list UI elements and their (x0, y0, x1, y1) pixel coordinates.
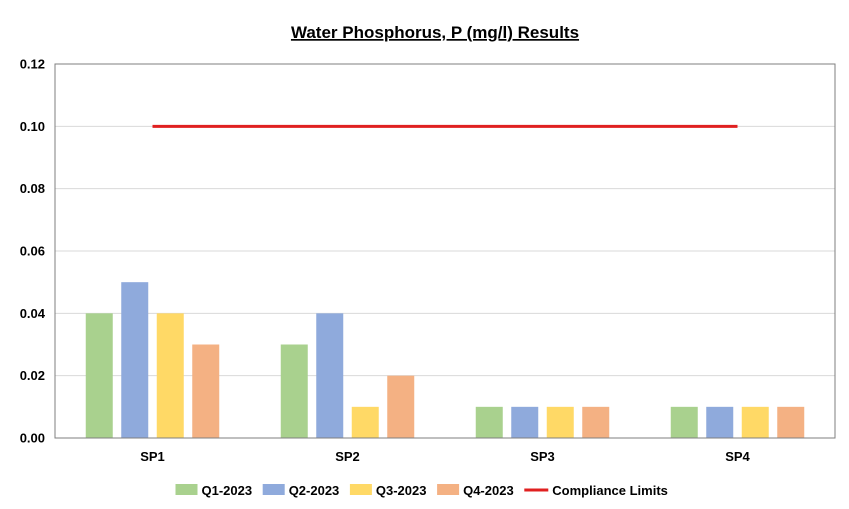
x-tick-label: SP4 (725, 449, 750, 464)
y-tick-label: 0.04 (20, 306, 46, 321)
plot-area-frame (54, 63, 836, 439)
y-tick-label: 0.08 (20, 181, 45, 196)
bar-sp3-q1-2023 (475, 406, 503, 438)
bar-sp2-q3-2023 (351, 406, 379, 438)
bar-sp3-q2-2023 (511, 406, 539, 438)
y-axis-ticks: 0.00 0.02 0.04 0.06 0.08 0.10 0.12 (20, 57, 46, 446)
legend-label: Compliance Limits (552, 483, 668, 498)
legend-swatch (349, 484, 372, 495)
bar-sp1-q1-2023 (85, 313, 113, 438)
bar-sp2-q2-2023 (316, 313, 344, 438)
chart-title: Water Phosphorus, P (mg/l) Results (291, 23, 579, 42)
bar-sp2-q4-2023 (387, 375, 415, 438)
x-tick-label: SP2 (335, 449, 360, 464)
bars (85, 282, 805, 438)
y-tick-label: 0.06 (20, 244, 45, 259)
y-tick-label: 0.02 (20, 368, 45, 383)
legend-swatch (262, 484, 285, 495)
bar-sp4-q3-2023 (741, 406, 769, 438)
bar-sp1-q4-2023 (192, 344, 220, 438)
bar-sp4-q2-2023 (706, 406, 734, 438)
x-tick-label: SP3 (530, 449, 555, 464)
legend-label: Q4-2023 (463, 483, 514, 498)
x-tick-label: SP1 (140, 449, 165, 464)
y-tick-label: 0.12 (20, 57, 45, 72)
bar-sp4-q4-2023 (777, 406, 805, 438)
bar-sp1-q3-2023 (156, 313, 184, 438)
y-tick-label: 0.00 (20, 431, 45, 446)
legend: Q1-2023 Q2-2023 Q3-2023 Q4-2023 Compliance L… (175, 483, 668, 498)
x-axis-ticks: SP1 SP2 SP3 SP4 (140, 449, 750, 464)
bar-sp1-q2-2023 (121, 282, 149, 438)
legend-label: Q2-2023 (289, 483, 340, 498)
legend-swatch (437, 484, 460, 495)
y-tick-label: 0.10 (20, 119, 45, 134)
bar-sp3-q3-2023 (546, 406, 574, 438)
bar-sp3-q4-2023 (582, 406, 610, 438)
legend-swatch (175, 484, 198, 495)
legend-label: Q3-2023 (376, 483, 427, 498)
gridlines (55, 125, 835, 377)
bar-sp2-q1-2023 (280, 344, 308, 438)
bar-sp4-q1-2023 (670, 406, 698, 438)
legend-label: Q1-2023 (202, 483, 253, 498)
